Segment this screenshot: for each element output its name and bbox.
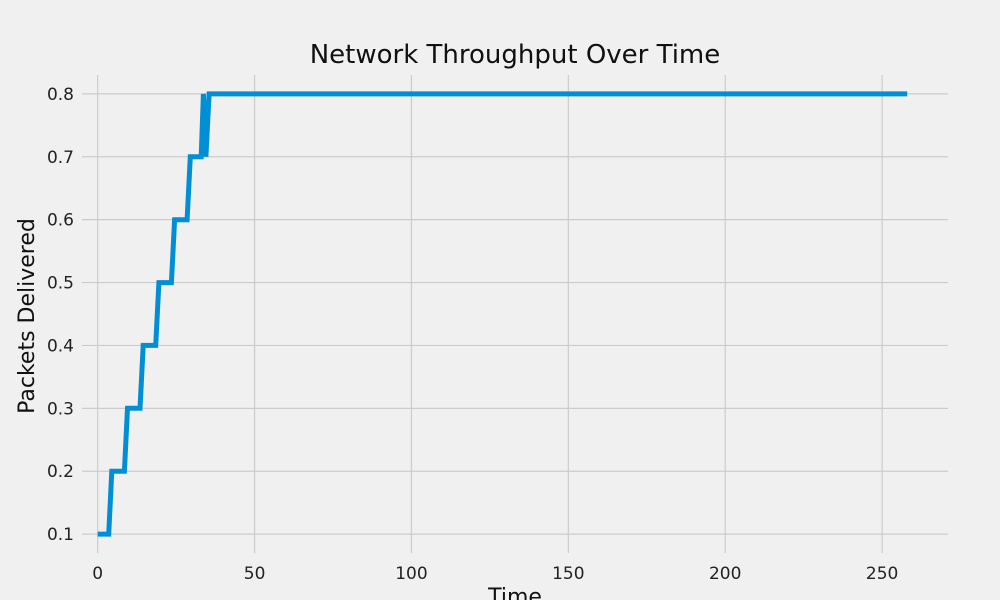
y-tick-label: 0.4: [47, 336, 74, 356]
tick-layer: 0 50 100 150 200 250 0.1 0.2 0.3 0.4 0.5 0.6 0.7 0.8: [47, 85, 898, 584]
x-tick-label: 200: [709, 564, 741, 584]
y-tick-label: 0.6: [47, 211, 74, 231]
y-tick-label: 0.3: [47, 399, 74, 419]
x-tick-label: 250: [866, 564, 898, 584]
y-axis-label: Packets Delivered: [15, 218, 40, 414]
x-tick-label: 100: [395, 564, 427, 584]
series-line: [97, 91, 908, 537]
chart-title: Network Throughput Over Time: [310, 40, 721, 70]
y-tick-label: 0.2: [47, 462, 74, 482]
x-tick-label: 150: [552, 564, 584, 584]
x-tick-label: 50: [244, 564, 266, 584]
x-tick-label: 0: [92, 564, 103, 584]
series-layer: [97, 91, 908, 537]
x-axis-label: Time: [487, 585, 542, 600]
y-tick-label: 0.5: [47, 274, 74, 294]
y-tick-label: 0.7: [47, 148, 74, 168]
y-tick-label: 0.8: [47, 85, 74, 105]
y-tick-label: 0.1: [47, 525, 74, 545]
